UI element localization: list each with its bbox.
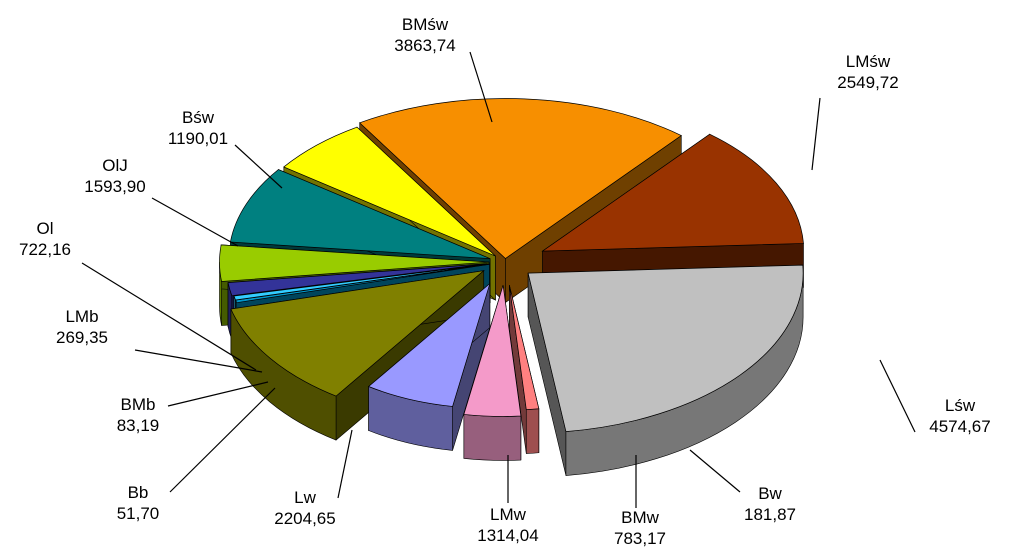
leader-line-olj-11 [151, 197, 239, 247]
leader-line-bw-3 [689, 449, 741, 493]
slice-lw-2-top [527, 264, 804, 432]
slice-bw-3-outer-wall-0 [525, 408, 540, 454]
label-name-ol-10: Ol [37, 219, 54, 238]
leader-line-lmw-1 [811, 97, 821, 171]
label-value-ol-10: 722,16 [19, 240, 71, 259]
slice-ol-10-top [219, 244, 490, 282]
label-value-lmw-1: 2549,72 [837, 73, 898, 92]
label-value-bmb-8: 83,19 [117, 416, 160, 435]
label-name-lw-2: Lśw [945, 396, 976, 415]
label-name-bb-7: Bb [128, 483, 149, 502]
label-value-bw-3: 181,87 [744, 505, 796, 524]
slice-bw-3-top [508, 285, 540, 410]
label-name-bw-12: Bśw [182, 108, 215, 127]
label-value-bmw-0: 3863,74 [394, 36, 455, 55]
slice-bmw-0-top [359, 98, 682, 259]
leader-line-lw-6 [337, 429, 353, 499]
leader-line-bmb-8 [167, 381, 269, 407]
label-value-olj-11: 1593,90 [84, 177, 145, 196]
leader-line-bw-12 [234, 144, 283, 189]
leader-line-lw-2 [879, 359, 916, 433]
label-value-lw-2: 4574,67 [929, 417, 990, 436]
slice-lmw-5-top [367, 282, 491, 407]
label-value-lmw-5: 1314,04 [477, 526, 538, 545]
label-name-bmb-8: BMb [121, 395, 156, 414]
slice-bmw-4-outer-wall-0 [463, 414, 522, 461]
label-value-bw-12: 1190,01 [168, 129, 228, 148]
label-name-lmw-1: LMśw [846, 52, 891, 71]
label-name-bmw-4: BMw [621, 508, 660, 527]
label-value-lmb-9: 269,35 [56, 328, 108, 347]
label-name-lmb-9: LMb [65, 307, 98, 326]
slice-lmw-1-top [541, 133, 804, 252]
leader-line-bb-7 [169, 387, 276, 493]
label-value-bmw-4: 783,17 [614, 529, 666, 547]
label-value-lw-6: 2204,65 [274, 509, 335, 528]
slice-olj-11-top [229, 169, 491, 259]
slice-bw-12-top [283, 126, 496, 257]
slice-bmw-4-top [463, 285, 522, 417]
leader-line-bmw-0 [469, 51, 493, 123]
label-name-lw-6: Lw [294, 488, 316, 507]
label-name-lmw-5: LMw [490, 505, 527, 524]
label-name-olj-11: OlJ [102, 156, 128, 175]
slice-lw-6-top [230, 270, 485, 397]
label-name-bmw-0: BMśw [402, 15, 449, 34]
leader-line-ol-10 [81, 262, 257, 371]
slice-lmb-9-top [227, 263, 488, 297]
label-value-bb-7: 51,70 [117, 504, 160, 523]
slice-bmb-8-top [233, 263, 490, 301]
leader-line-lmb-9 [134, 349, 263, 373]
label-name-bw-3: Bw [758, 484, 782, 503]
